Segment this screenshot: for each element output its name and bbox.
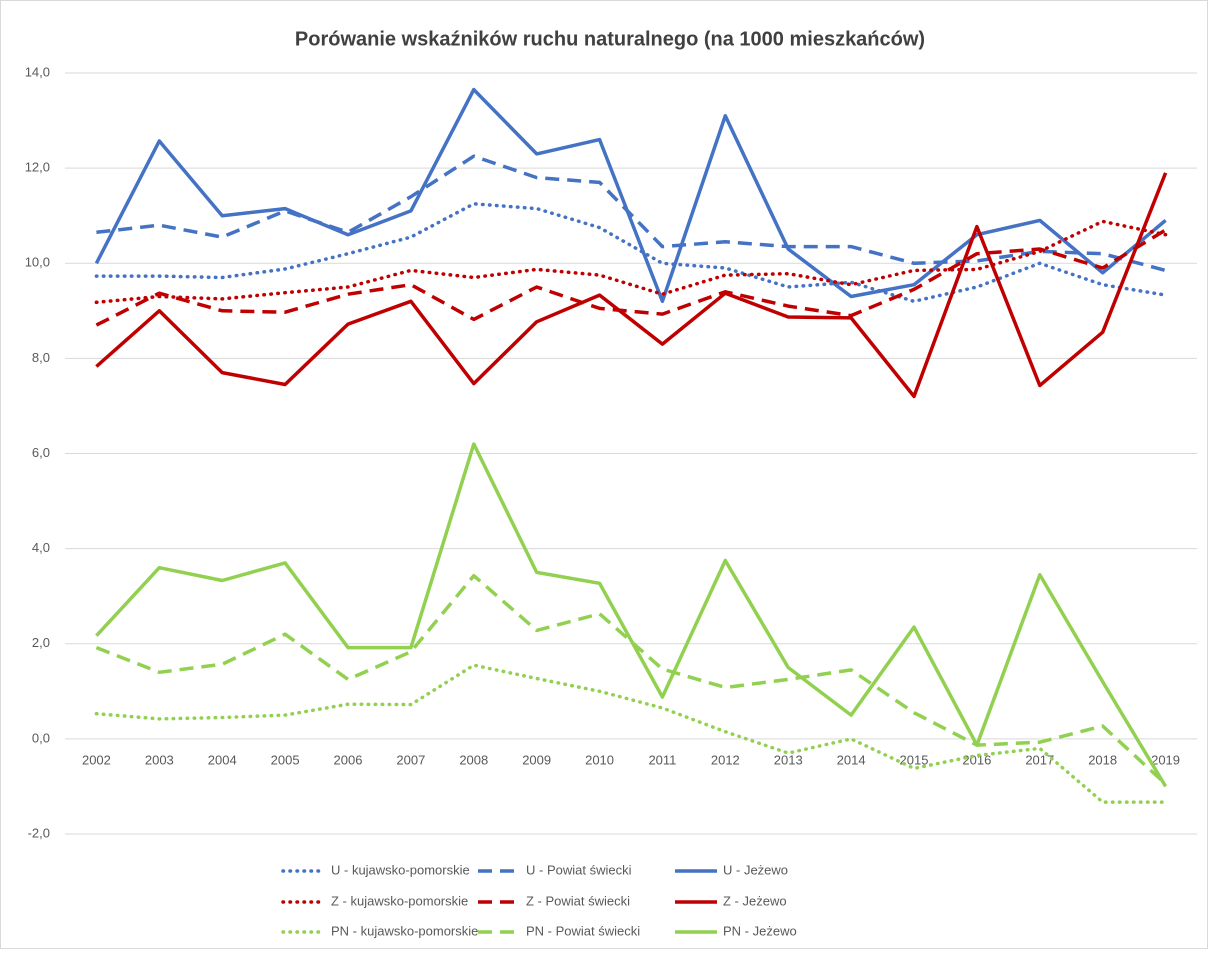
legend-label: U - Jeżewo	[723, 862, 788, 877]
x-tick-label: 2016	[962, 752, 991, 767]
x-tick-label: 2005	[271, 752, 300, 767]
line-series	[94, 87, 1167, 304]
legend-label: PN - Powiat świecki	[526, 923, 640, 938]
y-tick-label: 12,0	[25, 160, 50, 175]
x-tick-label: 2017	[1025, 752, 1054, 767]
x-tick-label: 2003	[145, 752, 174, 767]
y-tick-label: 4,0	[32, 540, 50, 555]
x-tick-label: 2018	[1088, 752, 1117, 767]
legend-label: U - kujawsko-pomorskie	[331, 862, 470, 877]
y-tick-label: -2,0	[28, 825, 50, 840]
y-tick-label: 10,0	[25, 255, 50, 270]
x-tick-label: 2010	[585, 752, 614, 767]
legend-label: Z - kujawsko-pomorskie	[331, 893, 468, 908]
line-series	[95, 228, 1167, 327]
y-tick-label: 14,0	[25, 64, 50, 79]
line-series	[95, 442, 1168, 788]
x-tick-label: 2006	[334, 752, 363, 767]
y-tick-label: 2,0	[32, 635, 50, 650]
y-tick-label: 6,0	[32, 445, 50, 460]
line-series	[95, 573, 1167, 786]
x-tick-label: 2012	[711, 752, 740, 767]
line-series	[94, 202, 1168, 304]
x-tick-label: 2019	[1151, 752, 1180, 767]
x-tick-label: 2009	[522, 752, 551, 767]
legend-label: U - Powiat świecki	[526, 862, 632, 877]
line-series	[96, 154, 1167, 273]
chart-title: Porówanie wskaźników ruchu naturalnego (…	[295, 28, 925, 50]
x-tick-label: 2002	[82, 752, 111, 767]
x-tick-label: 2008	[459, 752, 488, 767]
line-series	[94, 219, 1168, 305]
line-series	[95, 172, 1168, 399]
x-tick-label: 2013	[774, 752, 803, 767]
x-tick-label: 2007	[396, 752, 425, 767]
legend-label: PN - kujawsko-pomorskie	[331, 923, 478, 938]
y-tick-label: 8,0	[32, 350, 50, 365]
x-tick-label: 2014	[837, 752, 866, 767]
x-tick-label: 2011	[648, 752, 676, 767]
x-tick-label: 2004	[208, 752, 237, 767]
legend-label: Z - Powiat świecki	[526, 893, 630, 908]
y-tick-label: 0,0	[32, 730, 50, 745]
legend-label: Z - Jeżewo	[723, 893, 787, 908]
line-series	[94, 663, 1168, 804]
legend-label: PN - Jeżewo	[723, 923, 797, 938]
x-tick-label: 2015	[900, 752, 929, 767]
